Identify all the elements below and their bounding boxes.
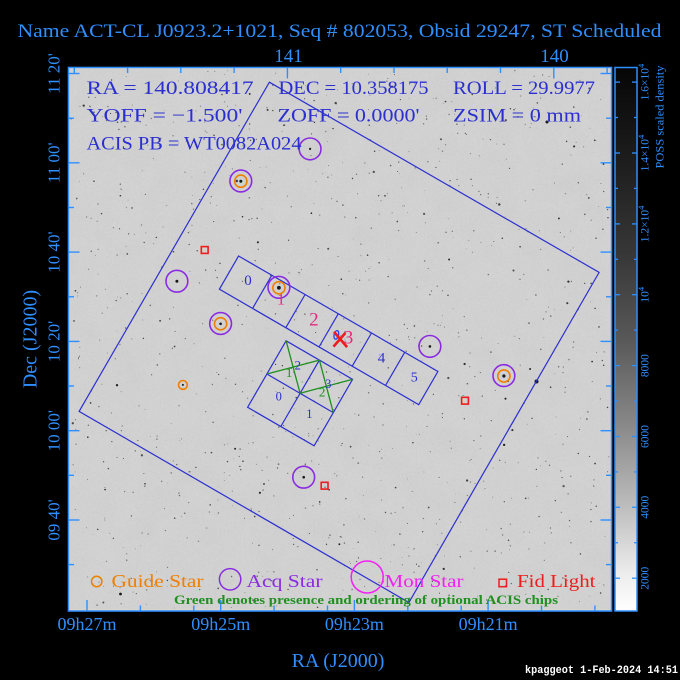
- svg-text:Fid Light: Fid Light: [517, 571, 596, 591]
- svg-text:YOFF = −1.500': YOFF = −1.500': [87, 106, 243, 127]
- svg-text:Acq Star: Acq Star: [247, 571, 323, 591]
- svg-text:4000: 4000: [640, 496, 652, 519]
- svg-text:09 40': 09 40': [45, 499, 64, 540]
- svg-text:09h21m: 09h21m: [459, 614, 518, 634]
- svg-text:8000: 8000: [640, 354, 652, 377]
- svg-text:5: 5: [411, 370, 418, 385]
- svg-text:09h27m: 09h27m: [57, 614, 116, 634]
- svg-text:1.2×104: 1.2×104: [636, 205, 652, 242]
- svg-text:Mon Star: Mon Star: [385, 571, 464, 591]
- svg-text:ZOFF = 0.0000': ZOFF = 0.0000': [278, 106, 420, 127]
- svg-text:2: 2: [319, 385, 326, 400]
- svg-text:1: 1: [277, 291, 285, 308]
- svg-text:3: 3: [325, 377, 331, 391]
- svg-text:4: 4: [378, 350, 386, 366]
- svg-text:11 20': 11 20': [45, 53, 64, 94]
- svg-text:10 00': 10 00': [45, 410, 64, 451]
- svg-text:ZSIM = 0 mm: ZSIM = 0 mm: [453, 106, 581, 127]
- svg-text:10 40': 10 40': [45, 231, 64, 272]
- svg-text:09h25m: 09h25m: [191, 614, 250, 634]
- svg-text:ACIS PB = WT0082A024: ACIS PB = WT0082A024: [87, 134, 303, 155]
- svg-text:ROLL = 29.9977: ROLL = 29.9977: [453, 78, 595, 99]
- svg-text:Name ACT-CL J0923.2+1021, Seq: Name ACT-CL J0923.2+1021, Seq # 802053, …: [18, 21, 663, 42]
- svg-text:2: 2: [295, 359, 301, 373]
- svg-text:1.6×104: 1.6×104: [636, 63, 652, 100]
- svg-text:2: 2: [309, 309, 319, 330]
- svg-text:kpaggeot 1-Feb-2024 14:51: kpaggeot 1-Feb-2024 14:51: [525, 665, 678, 677]
- svg-text:RA (J2000): RA (J2000): [292, 650, 385, 672]
- svg-text:11 00': 11 00': [45, 142, 64, 183]
- svg-text:1: 1: [306, 407, 312, 421]
- svg-text:POSS scaled density: POSS scaled density: [655, 65, 667, 168]
- svg-text:140: 140: [540, 46, 569, 67]
- svg-text:RA = 140.808417: RA = 140.808417: [87, 78, 254, 99]
- svg-text:2000: 2000: [640, 566, 652, 589]
- svg-text:09h23m: 09h23m: [325, 614, 384, 634]
- svg-text:DEC = 10.358175: DEC = 10.358175: [279, 78, 429, 99]
- svg-text:0: 0: [244, 273, 252, 289]
- svg-text:141: 141: [274, 46, 303, 67]
- svg-text:1.4×104: 1.4×104: [636, 134, 652, 171]
- svg-text:Dec (J2000): Dec (J2000): [19, 290, 41, 388]
- svg-text:Guide Star: Guide Star: [112, 571, 204, 591]
- svg-text:10 20': 10 20': [45, 321, 64, 362]
- svg-text:Green denotes presence and ord: Green denotes presence and ordering of o…: [174, 593, 558, 607]
- svg-text:3: 3: [344, 327, 354, 348]
- svg-text:6000: 6000: [640, 425, 652, 448]
- svg-text:0: 0: [276, 390, 282, 404]
- svg-text:1: 1: [286, 365, 293, 380]
